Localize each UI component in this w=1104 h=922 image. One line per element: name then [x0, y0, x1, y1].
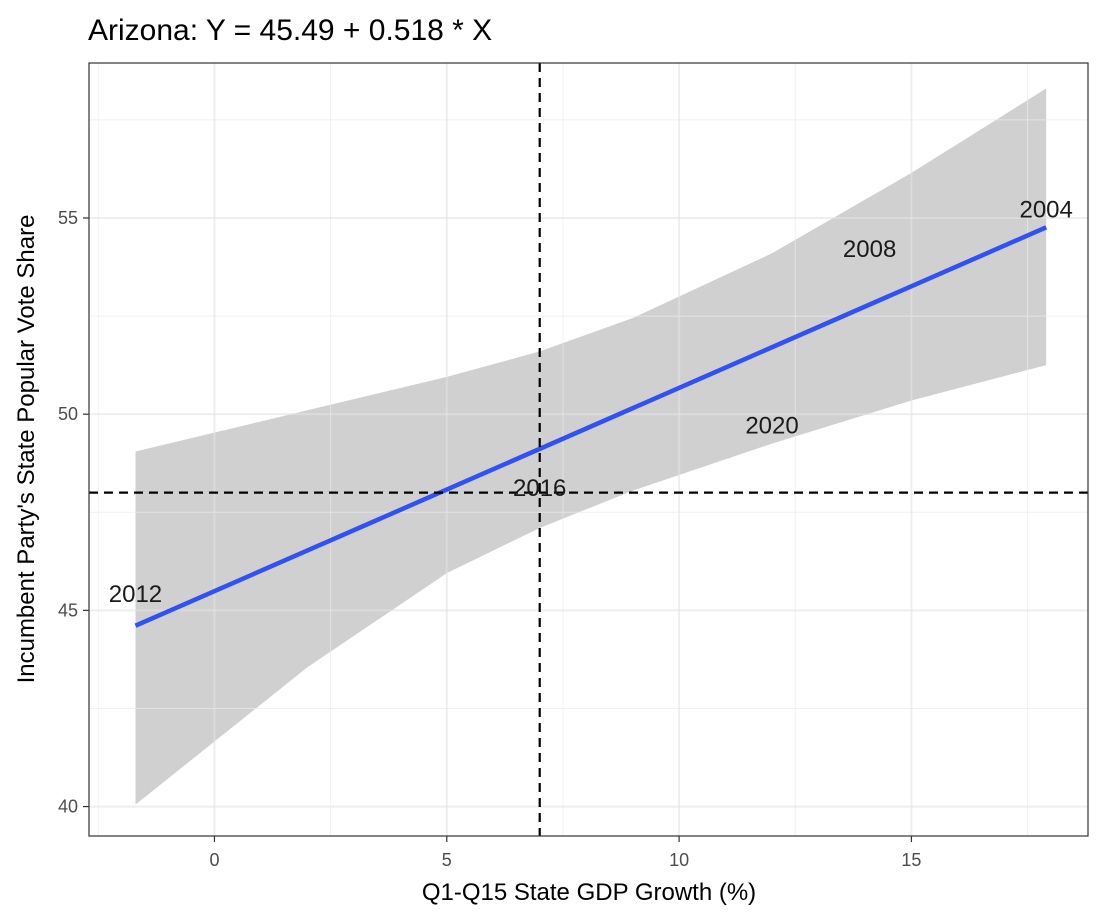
x-tick-label: 5 — [442, 850, 452, 870]
point-label-2020: 2020 — [745, 412, 798, 439]
y-tick-label: 55 — [58, 208, 78, 228]
plot-panel-border — [88, 62, 1089, 837]
y-tick-label: 50 — [58, 404, 78, 424]
y-tick-label: 40 — [58, 797, 78, 817]
point-label-2004: 2004 — [1019, 197, 1072, 224]
regression-line — [134, 225, 1048, 628]
point-label-2008: 2008 — [843, 236, 896, 263]
x-tick-label: 10 — [669, 850, 689, 870]
confidence-band — [135, 88, 1047, 805]
chart-title: Arizona: Y = 45.49 + 0.518 * X — [88, 14, 492, 47]
point-label-2016: 2016 — [513, 475, 566, 502]
y-axis-title: Incumbent Party's State Popular Vote Sha… — [13, 215, 40, 684]
x-axis-title: Q1-Q15 State GDP Growth (%) — [422, 879, 756, 906]
point-label-2012: 2012 — [109, 581, 162, 608]
x-tick-label: 15 — [901, 850, 921, 870]
y-tick-label: 45 — [58, 600, 78, 620]
x-tick-label: 0 — [209, 850, 219, 870]
